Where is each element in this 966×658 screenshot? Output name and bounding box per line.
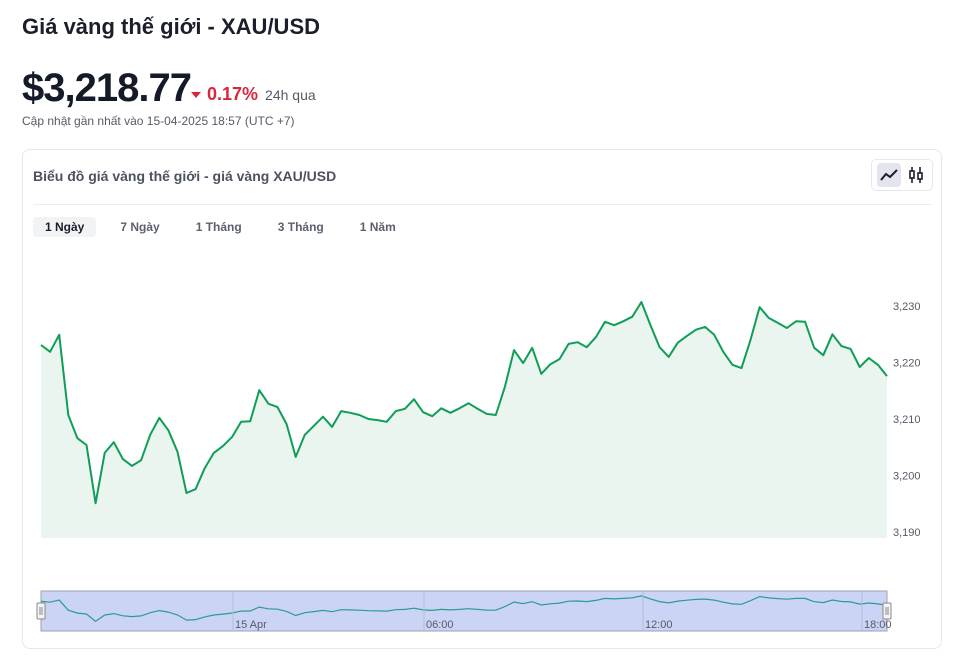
last-updated: Cập nhật gần nhất vào 15-04-2025 18:57 (… <box>22 114 295 128</box>
range-tabs: 1 Ngày 7 Ngày 1 Tháng 3 Tháng 1 Năm <box>33 217 420 237</box>
navigator-tick-label: 18:00 <box>864 619 892 631</box>
tab-3-months[interactable]: 3 Tháng <box>277 220 324 234</box>
candlestick-button[interactable] <box>904 163 928 187</box>
navigator-tick-label: 15 Apr <box>235 619 267 631</box>
change-period: 24h qua <box>265 86 316 103</box>
chart-type-toggle <box>871 159 933 191</box>
line-chart-button[interactable] <box>876 163 901 187</box>
navigator-handle-left[interactable] <box>36 602 46 620</box>
caret-down-icon <box>191 91 201 98</box>
current-price: $3,218.77 <box>22 66 192 110</box>
y-tick-label: 3,220 <box>893 358 921 370</box>
candlestick-icon <box>908 167 923 183</box>
navigator-line <box>40 595 888 623</box>
navigator-window[interactable] <box>40 590 888 632</box>
y-tick-label: 3,230 <box>893 301 921 313</box>
divider <box>33 204 931 205</box>
y-tick-label: 3,210 <box>893 414 921 426</box>
price-change: 0.17% 24h qua <box>191 84 316 105</box>
navigator-tick-label: 12:00 <box>645 619 673 631</box>
change-percent: 0.17% <box>207 84 259 104</box>
navigator-handle-right[interactable] <box>882 602 892 620</box>
y-tick-label: 3,190 <box>893 527 921 539</box>
chart-card: Biểu đồ giá vàng thế giới - giá vàng XAU… <box>22 149 942 649</box>
page-title: Giá vàng thế giới - XAU/USD <box>22 14 321 39</box>
tab-7-days[interactable]: 7 Ngày <box>120 220 160 234</box>
chart-title: Biểu đồ giá vàng thế giới - giá vàng XAU… <box>33 168 337 184</box>
tab-1-day[interactable]: 1 Ngày <box>33 217 97 237</box>
y-tick-label: 3,200 <box>893 471 921 483</box>
price-area <box>41 302 887 538</box>
tab-1-month[interactable]: 1 Tháng <box>195 220 242 234</box>
navigator-tick-label: 06:00 <box>426 619 454 631</box>
tab-1-year[interactable]: 1 Năm <box>359 220 396 234</box>
price-line <box>40 301 888 505</box>
line-chart-icon <box>879 169 898 181</box>
